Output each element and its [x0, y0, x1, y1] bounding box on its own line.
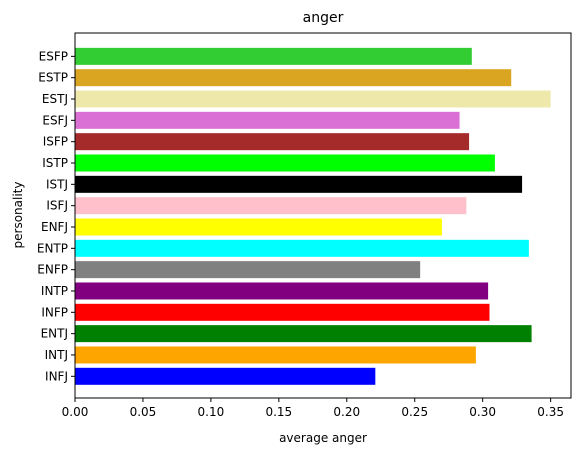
y-tick-label: INTJ [45, 348, 68, 362]
y-tick-label: ENTJ [41, 327, 68, 341]
bar-entp [75, 239, 529, 257]
bar-enfj [75, 218, 442, 236]
bar-infp [75, 303, 490, 321]
y-axis-title: personality [11, 182, 25, 249]
y-tick-label: ISFP [43, 135, 68, 149]
bar-estp [75, 69, 512, 87]
x-tick-label: 0.15 [265, 405, 292, 419]
x-tick-label: 0.05 [130, 405, 157, 419]
x-tick-label: 0.10 [198, 405, 225, 419]
chart-title: anger [303, 10, 344, 26]
bar-infj [75, 367, 376, 385]
x-axis-title: average anger [279, 431, 367, 445]
plot-frame [74, 32, 572, 399]
bar-esfp [75, 47, 472, 65]
y-tick-label: ISFJ [46, 199, 68, 213]
y-tick-label: ENTP [37, 241, 68, 255]
y-tick-label: INFP [41, 305, 68, 319]
y-tick-label: ISTJ [46, 177, 68, 191]
x-tick-label: 0.25 [401, 405, 428, 419]
y-tick-label: ESTP [38, 71, 68, 85]
bar-esfj [75, 111, 460, 129]
bar-intp [75, 282, 489, 300]
y-tick-label: ISTP [42, 156, 68, 170]
bar-isfj [75, 197, 467, 215]
bars-group [75, 47, 551, 385]
y-tick-label: ESFJ [42, 113, 68, 127]
x-tick-label: 0.35 [537, 405, 564, 419]
x-tick-label: 0.00 [62, 405, 89, 419]
y-tick-label: ESTJ [42, 92, 68, 106]
y-tick-label: ENFP [37, 263, 68, 277]
y-tick-label: INFJ [45, 369, 68, 383]
y-tick-label: ENFJ [41, 220, 68, 234]
bar-intj [75, 346, 476, 364]
bar-estj [75, 90, 551, 108]
bar-isfp [75, 133, 470, 151]
bar-enfp [75, 261, 421, 279]
x-tick-label: 0.30 [469, 405, 496, 419]
x-axis-ticks: 0.00 0.05 0.10 0.15 0.20 0.25 0.30 0.35 [62, 398, 564, 419]
bar-entj [75, 325, 532, 343]
y-tick-label: INTP [41, 284, 68, 298]
x-tick-label: 0.20 [333, 405, 360, 419]
y-axis-ticks: INFJ INTJ ENTJ INFP INTP ENFP ENTP ENFJ ISFJ ISTJ… [37, 49, 75, 383]
bar-istj [75, 175, 523, 193]
bar-istp [75, 154, 495, 172]
y-tick-label: ESFP [39, 49, 68, 63]
